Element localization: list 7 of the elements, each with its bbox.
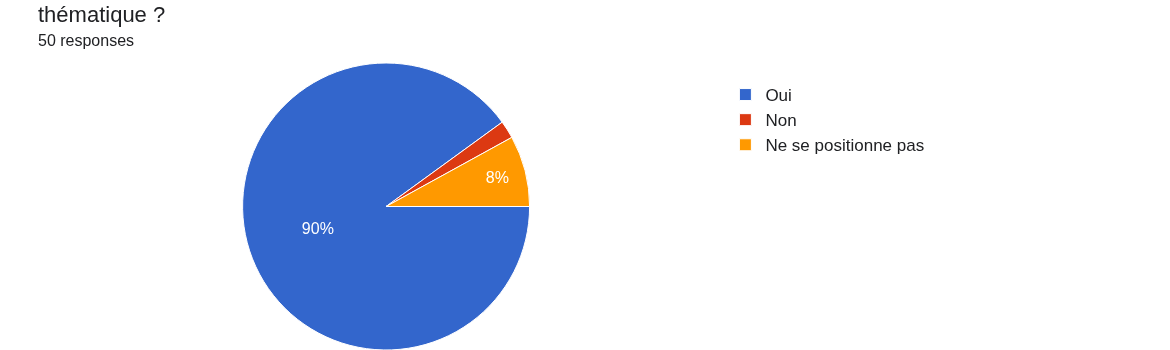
legend-label: Oui bbox=[765, 86, 792, 106]
data-label: 90% bbox=[301, 220, 334, 238]
legend-label: Non bbox=[765, 111, 797, 131]
legend-label: Ne se positionne pas bbox=[765, 136, 925, 156]
text: 50 responses bbox=[38, 32, 135, 50]
data-label: 8% bbox=[485, 169, 509, 187]
chart-title: thématique ? bbox=[38, 2, 166, 28]
